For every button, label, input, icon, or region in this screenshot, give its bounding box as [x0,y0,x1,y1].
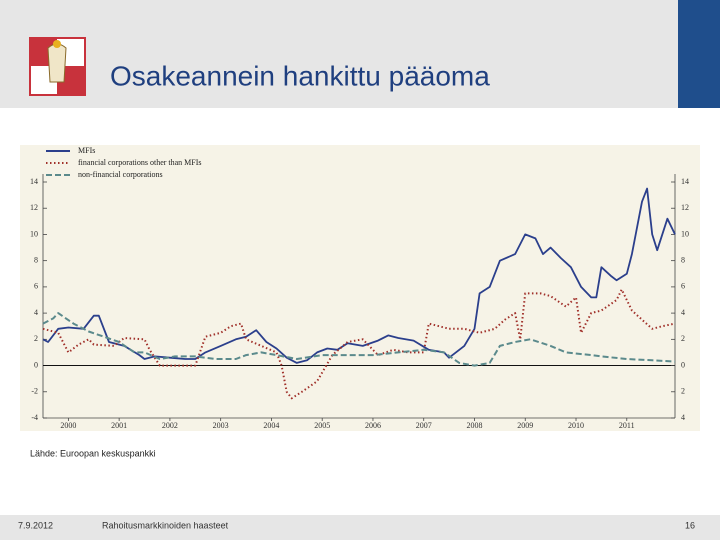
y-tick-label: 2 [34,334,38,343]
y-tick-label: -2 [31,387,38,396]
x-tick-label: 2001 [111,421,127,430]
y-tick-label: 10 [30,229,38,238]
series-line [42,288,676,400]
y-tick-label: -4 [31,413,38,422]
chart: -4 -2 0 2 4 6 8 10 12 14 4 2 0 2 4 6 8 10 12 14 2000 2001 2002… [30,146,689,430]
slide-title: Osakeannein hankittu pääoma [110,60,490,91]
y-tick-label: 12 [30,203,38,212]
y2-tick-label: 6 [681,282,685,291]
y2-tick-label: 12 [681,203,689,212]
logo [29,37,86,96]
series-line [42,312,676,367]
legend-label: financial corporations other than MFIs [78,158,202,167]
header-band [0,0,720,108]
y-tick-label: 0 [34,360,38,369]
legend-label: non-financial corporations [78,170,163,179]
y2-tick-label: 2 [681,334,685,343]
y2-tick-label: 4 [681,308,685,317]
y-tick-label: 6 [34,282,38,291]
y-tick-label: 4 [34,308,38,317]
x-tick-label: 2010 [568,421,584,430]
footer-title: Rahoitusmarkkinoiden haasteet [102,520,229,530]
y2-tick-label: 8 [681,255,685,264]
x-tick-label: 2008 [466,421,482,430]
x-tick-label: 2011 [619,421,635,430]
x-tick-label: 2005 [314,421,330,430]
y2-tick-label: 2 [681,387,685,396]
x-tick-label: 2002 [162,421,178,430]
legend-label: MFIs [78,146,95,155]
y-tick-label: 8 [34,255,38,264]
x-tick-label: 2007 [416,421,432,430]
x-tick-label: 2003 [213,421,229,430]
y2-tick-label: 14 [681,177,689,186]
footer-band [0,515,720,540]
chart-background [20,145,700,431]
footer-date: 7.9.2012 [18,520,53,530]
x-tick-label: 2004 [263,421,279,430]
source-note: Lähde: Euroopan keskuspankki [30,448,156,458]
page-number: 16 [685,520,695,530]
y2-tick-label: 0 [681,360,685,369]
y2-tick-label: 10 [681,229,689,238]
series-line [42,187,676,364]
x-tick-label: 2000 [60,421,76,430]
x-tick-label: 2009 [517,421,533,430]
header-accent [678,0,720,108]
y-tick-label: 14 [30,177,38,186]
y2-tick-label: 4 [681,413,685,422]
x-tick-label: 2006 [365,421,381,430]
